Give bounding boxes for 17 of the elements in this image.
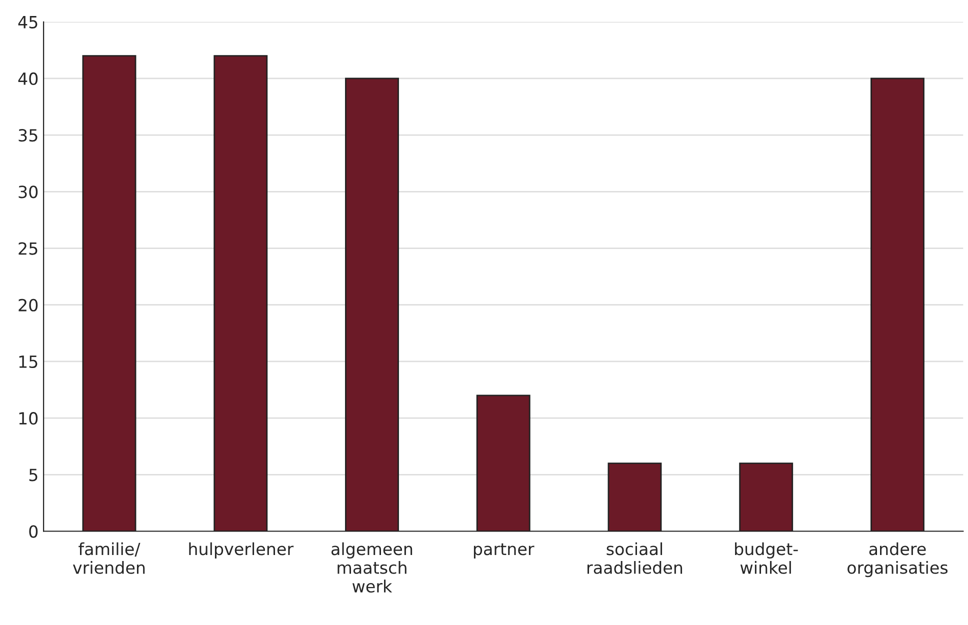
x-tick-label: hulpverlener xyxy=(189,542,294,558)
x-tick-label: partner xyxy=(474,543,534,558)
x-tick-label: budget- winkel xyxy=(735,542,798,574)
y-tick-label: 35 xyxy=(18,129,38,142)
x-tick-label: algemeen maatsch werk xyxy=(331,542,412,593)
x-tick-label: sociaal raadslieden xyxy=(588,542,682,574)
y-tick-label: 30 xyxy=(18,186,38,198)
x-tick-label: familie/ vrienden xyxy=(72,542,145,574)
y-tick-label: 0 xyxy=(29,525,38,538)
y-tick-label: 40 xyxy=(18,72,38,86)
y-tick-label: 45 xyxy=(18,16,38,28)
y-tick-label: 25 xyxy=(18,242,38,255)
y-tick-label: 10 xyxy=(19,412,38,425)
x-tick-label: andere organisaties xyxy=(848,542,948,578)
y-tick-label: 5 xyxy=(29,468,38,482)
y-tick-label: 15 xyxy=(19,356,38,368)
y-tick-label: 20 xyxy=(18,298,38,312)
